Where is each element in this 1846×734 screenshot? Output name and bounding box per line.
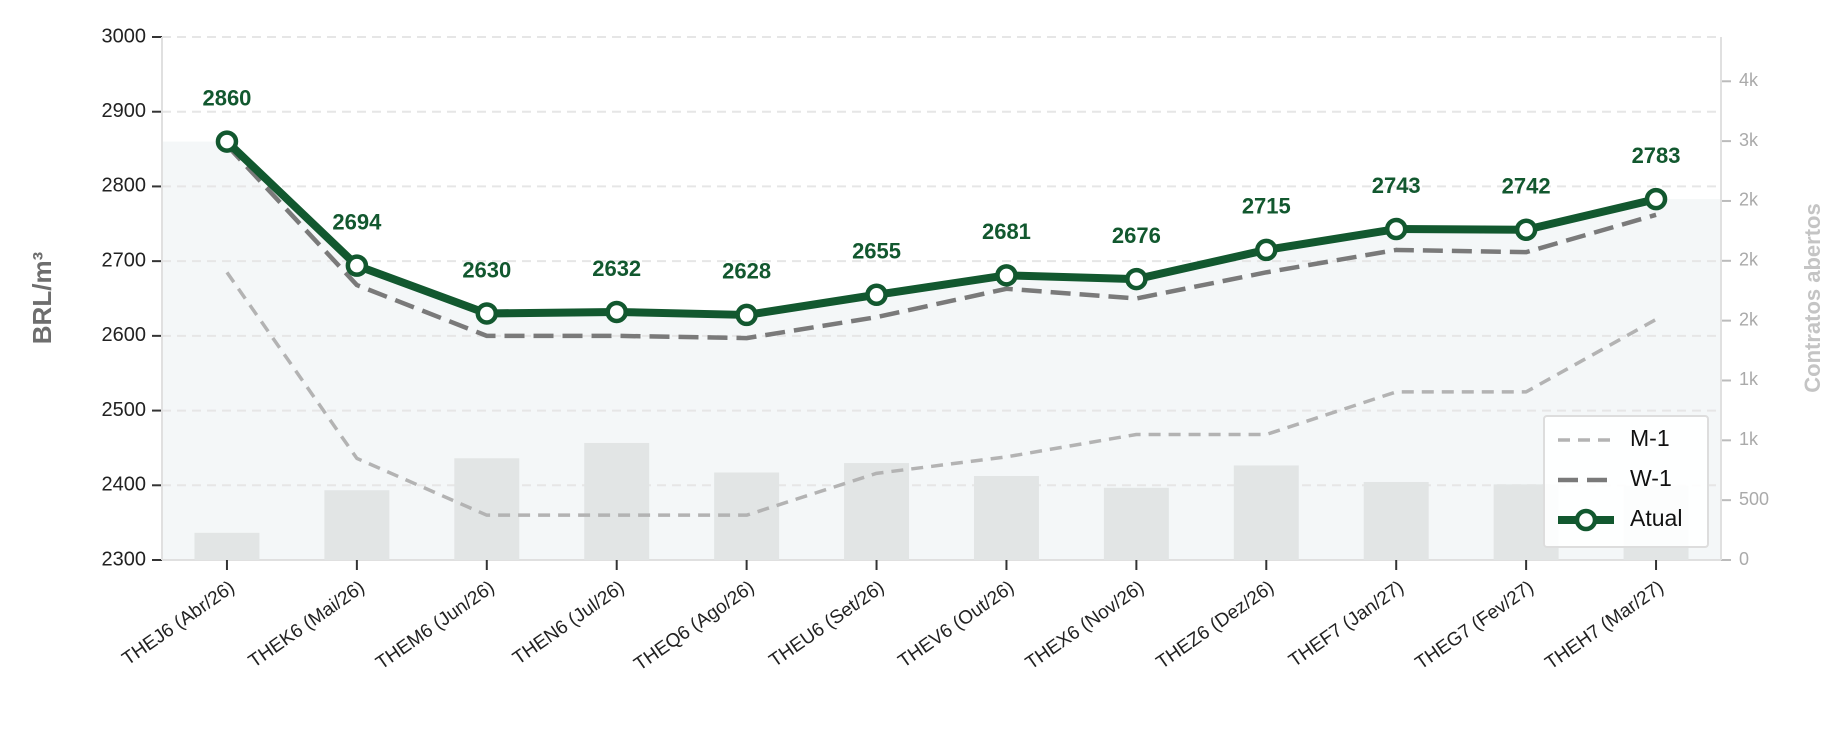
series-line (225, 271, 1657, 517)
point-marker (1255, 238, 1278, 262)
point-marker (995, 264, 1018, 287)
y-tick-label: 3000 (102, 25, 147, 47)
x-tick-label: THEJ6 (Abr/26) (119, 577, 239, 670)
y2-axis-label: Contratos abertos (1800, 203, 1825, 392)
y2-tick-label: 0 (1739, 549, 1749, 569)
bar (324, 490, 390, 560)
point-marker (1514, 218, 1538, 242)
point-marker (475, 302, 499, 325)
point-marker (735, 303, 758, 327)
bar (1103, 487, 1169, 560)
y2-tick-label: 2k (1739, 250, 1759, 270)
x-tick-label: THEH7 (Mar/27) (1542, 577, 1668, 674)
bar (194, 532, 260, 560)
legend-label: W-1 (1630, 465, 1672, 491)
y-tick-label: 2300 (102, 548, 147, 570)
data-label: 2655 (852, 239, 901, 264)
x-tick-label: THEG7 (Fev/27) (1412, 577, 1538, 674)
x-tick-label: THEM6 (Jun/26) (372, 577, 498, 674)
data-label: 2630 (462, 257, 511, 282)
point-marker (1125, 267, 1148, 291)
legend-marker (1574, 508, 1598, 532)
data-label: 2742 (1502, 174, 1551, 199)
y-tick-label: 2400 (102, 474, 147, 496)
y-tick-label: 2500 (102, 399, 147, 421)
area-fill (162, 141, 1721, 560)
legend-label: M-1 (1630, 425, 1670, 451)
point-marker (1644, 187, 1668, 211)
data-label: 2694 (332, 209, 382, 234)
data-label: 2676 (1112, 223, 1161, 248)
data-label: 2743 (1372, 173, 1421, 198)
y2-tick-label: 2k (1739, 309, 1759, 329)
data-label: 2628 (722, 259, 771, 284)
y2-tick-label: 4k (1739, 70, 1759, 90)
series-line (224, 138, 1657, 319)
x-tick-label: THEQ6 (Ago/26) (630, 577, 758, 675)
data-label: 2783 (1632, 143, 1681, 168)
bar (1233, 465, 1299, 560)
x-tick-label: THEV6 (Out/26) (895, 577, 1019, 672)
data-label: 2715 (1242, 194, 1291, 219)
y2-tick-label: 500 (1739, 489, 1769, 509)
point-marker (345, 254, 369, 277)
point-marker (605, 300, 628, 324)
y2-tick-label: 3k (1739, 130, 1759, 150)
y2-tick-label: 1k (1739, 429, 1759, 449)
bar (454, 458, 520, 560)
data-label: 2681 (982, 219, 1031, 244)
y-tick-label: 2900 (102, 100, 147, 122)
x-tick-label: THEU6 (Set/26) (766, 577, 889, 672)
y-tick-label: 2800 (102, 175, 147, 197)
x-tick-label: THEK6 (Mai/26) (245, 577, 369, 672)
data-label: 2632 (592, 256, 641, 281)
legend-label: Atual (1630, 505, 1682, 531)
bar (844, 463, 910, 560)
bar (584, 442, 650, 560)
x-tick-label: THEF7 (Jan/27) (1285, 577, 1408, 672)
y-tick-label: 2700 (102, 249, 147, 271)
y-axis-label: BRL/m³ (27, 251, 57, 344)
x-tick-label: THEX6 (Nov/26) (1022, 577, 1148, 674)
series-line (225, 143, 1657, 341)
point-marker (215, 130, 239, 153)
bar (1363, 481, 1429, 560)
point-marker (1384, 217, 1408, 241)
data-label: 2860 (202, 85, 251, 110)
x-tick-label: THEN6 (Jul/26) (509, 577, 628, 669)
x-tick-label: THEZ6 (Dez/26) (1153, 577, 1278, 674)
bar (973, 475, 1039, 560)
point-marker (865, 283, 888, 307)
y2-tick-label: 1k (1739, 369, 1759, 389)
y2-tick-label: 2k (1739, 190, 1759, 210)
y-tick-label: 2600 (102, 324, 147, 346)
